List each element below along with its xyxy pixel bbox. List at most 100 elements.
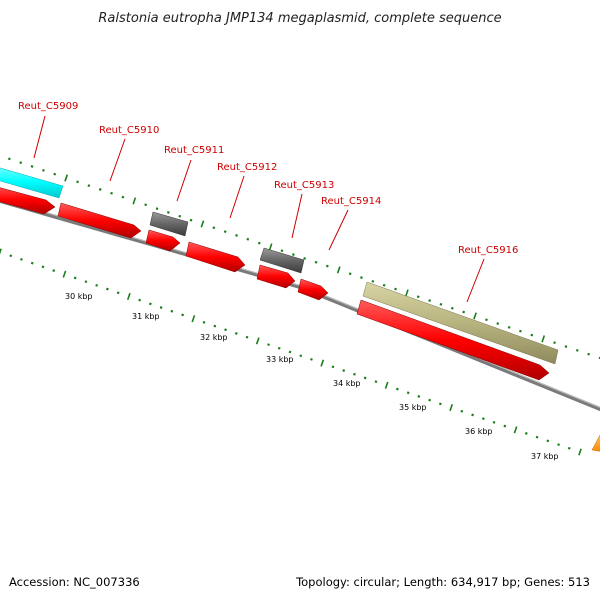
feature-track [0, 165, 600, 452]
minor-tick [224, 328, 227, 332]
minor-tick [371, 280, 375, 283]
minor-tick [342, 369, 346, 372]
minor-tick [363, 376, 367, 380]
minor-tick [246, 237, 250, 241]
gene-label[interactable]: Reut_C5916 [458, 245, 518, 256]
minor-tick [382, 283, 386, 287]
minor-tick [587, 352, 591, 356]
minor-tick [20, 258, 23, 261]
minor-tick [507, 325, 511, 329]
major-tick [449, 403, 454, 412]
minor-tick [280, 249, 284, 253]
minor-tick [417, 395, 421, 398]
cds-arrow[interactable] [0, 185, 56, 215]
minor-tick [121, 195, 125, 199]
inner-tick-ring [0, 248, 582, 456]
sequence-backbone [0, 198, 600, 412]
map-title: Ralstonia eutropha JMP134 megaplasmid, c… [98, 11, 501, 26]
minor-tick [155, 207, 159, 211]
minor-tick [546, 439, 550, 443]
major-tick [320, 359, 325, 367]
major-tick [200, 220, 205, 228]
minor-tick [116, 291, 120, 295]
major-tick [62, 270, 67, 278]
minor-tick [353, 372, 356, 376]
minor-tick [496, 322, 500, 325]
minor-tick [144, 203, 148, 207]
gene-label[interactable]: Reut_C5909 [18, 101, 78, 112]
minor-tick [439, 302, 443, 306]
minor-tick [492, 420, 496, 424]
feature-orange[interactable] [591, 434, 600, 452]
minor-tick [235, 234, 238, 237]
gene-label[interactable]: Reut_C5914 [321, 196, 381, 207]
major-tick [0, 248, 2, 255]
leader-line [291, 193, 303, 239]
minor-tick [212, 226, 216, 230]
feature-gray[interactable] [259, 247, 305, 274]
kbp-label: 32 kbp [200, 333, 228, 342]
leader-line [33, 115, 46, 159]
minor-tick [170, 309, 174, 313]
gene-label[interactable]: Reut_C5912 [217, 162, 277, 173]
minor-tick [189, 218, 193, 222]
topology-text: Topology: circular; Length: 634,917 bp; … [296, 575, 590, 589]
kbp-label: 33 kbp [266, 355, 294, 364]
minor-tick [428, 299, 432, 302]
feature-khaki[interactable] [362, 281, 559, 365]
minor-tick [406, 391, 410, 395]
minor-tick [314, 260, 318, 264]
cds-arrow[interactable] [145, 229, 181, 252]
minor-tick [267, 343, 270, 346]
minor-tick [460, 409, 464, 413]
cds-arrow[interactable] [57, 202, 142, 239]
accession-text: Accession: NC_007336 [9, 575, 140, 589]
minor-tick [110, 191, 113, 195]
leader-line [176, 159, 192, 202]
minor-tick [178, 214, 182, 218]
gene-labels: Reut_C5909 Reut_C5910 Reut_C5911 Reut_C5… [18, 101, 518, 256]
leader-lines [33, 115, 485, 303]
minor-tick [394, 287, 397, 291]
minor-tick [553, 341, 556, 345]
minor-tick [159, 306, 163, 309]
minor-tick [105, 287, 109, 291]
minor-tick [181, 313, 185, 317]
leader-line [109, 138, 126, 182]
cds-arrow[interactable] [356, 299, 550, 381]
kbp-label: 35 kbp [399, 403, 427, 412]
minor-tick [564, 345, 568, 348]
minor-tick [428, 398, 432, 402]
minor-tick [202, 320, 206, 324]
kbp-label: 34 kbp [333, 379, 361, 388]
gene-label[interactable]: Reut_C5910 [99, 125, 159, 136]
major-tick [541, 335, 546, 343]
minor-tick [348, 272, 352, 276]
minor-tick [245, 335, 249, 339]
minor-tick [7, 157, 11, 161]
cds-arrow[interactable] [185, 241, 246, 273]
outer-tick-ring [7, 157, 600, 360]
minor-tick [438, 402, 442, 406]
minor-tick [291, 253, 295, 256]
major-tick [132, 197, 137, 205]
feature-gray[interactable] [149, 211, 189, 237]
feature-cyan[interactable] [0, 165, 64, 199]
minor-tick [360, 276, 363, 279]
minor-tick [481, 417, 485, 421]
cds-arrow[interactable] [297, 278, 329, 301]
minor-tick [575, 348, 579, 352]
minor-tick [471, 413, 475, 417]
major-tick [255, 337, 260, 345]
cds-arrow[interactable] [256, 264, 296, 289]
minor-tick [485, 318, 488, 322]
minor-tick [450, 306, 454, 310]
minor-tick [87, 184, 91, 188]
major-tick [268, 243, 273, 251]
major-tick [384, 381, 389, 389]
gene-label[interactable]: Reut_C5913 [274, 180, 334, 191]
minor-tick [331, 365, 335, 369]
gene-label[interactable]: Reut_C5911 [164, 145, 224, 156]
minor-tick [519, 329, 522, 333]
